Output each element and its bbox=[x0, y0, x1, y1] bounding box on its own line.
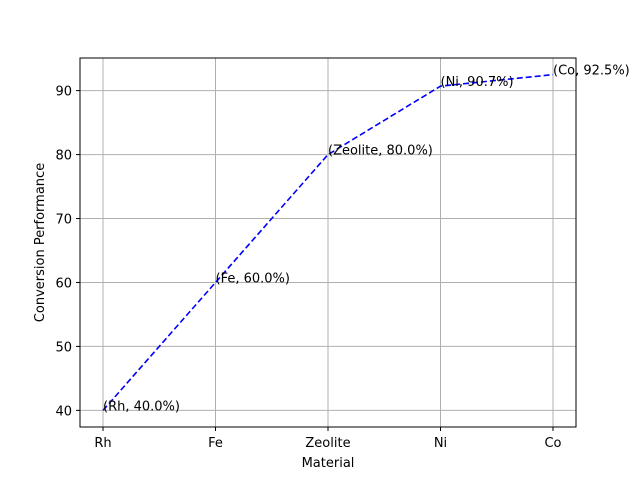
y-tick-label: 80 bbox=[55, 149, 72, 164]
data-label: (Fe, 60.0%) bbox=[216, 271, 290, 286]
data-label: (Ni, 90.7%) bbox=[441, 75, 514, 90]
y-axis-label: Conversion Performance bbox=[33, 163, 48, 322]
data-series bbox=[102, 73, 554, 411]
x-tick-label: Rh bbox=[94, 436, 111, 451]
y-tick-label: 70 bbox=[55, 213, 72, 228]
y-tick-label: 50 bbox=[55, 340, 72, 355]
y-tick-label: 40 bbox=[55, 404, 72, 419]
x-axis-label: Material bbox=[302, 456, 355, 471]
data-labels: (Rh, 40.0%) (Fe, 60.0%) (Zeolite, 80.0%) (N… bbox=[103, 64, 630, 415]
x-tick-label: Co bbox=[544, 436, 561, 451]
x-axis-ticks: Rh Fe Zeolite Ni Co bbox=[94, 427, 562, 451]
series-line bbox=[102, 73, 554, 411]
data-label: (Rh, 40.0%) bbox=[103, 399, 180, 414]
data-label: (Co, 92.5%) bbox=[553, 64, 630, 79]
y-axis-ticks: 40 50 60 70 80 90 bbox=[55, 85, 80, 419]
x-tick-label: Fe bbox=[208, 436, 223, 451]
x-tick-label: Ni bbox=[434, 436, 447, 451]
grid-lines bbox=[80, 58, 576, 427]
data-label: (Zeolite, 80.0%) bbox=[328, 144, 433, 159]
y-tick-label: 60 bbox=[55, 276, 72, 291]
y-tick-label: 90 bbox=[55, 85, 72, 100]
x-tick-label: Zeolite bbox=[305, 436, 350, 451]
